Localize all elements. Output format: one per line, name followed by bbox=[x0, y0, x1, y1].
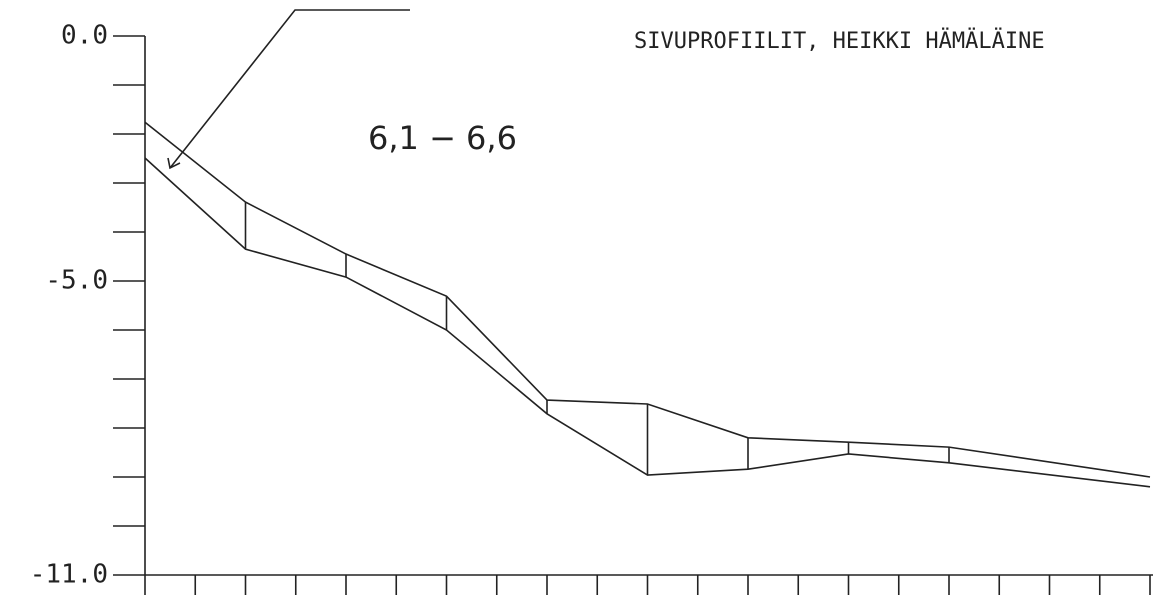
profile-line bbox=[144, 121, 1151, 478]
annotation-arrow bbox=[169, 9, 410, 169]
y-tick-label: -11.0 bbox=[30, 560, 108, 590]
profile-line bbox=[144, 157, 1151, 488]
annotation: 6,1 − 6,6 bbox=[368, 119, 517, 157]
arrow-head bbox=[167, 157, 181, 170]
y-tick-label: 0.0 bbox=[61, 21, 108, 51]
y-tick-label: -5.0 bbox=[45, 266, 108, 296]
chart-title: SIVUPROFIILIT, HEIKKI HÄMÄLÄINE bbox=[634, 28, 1045, 54]
